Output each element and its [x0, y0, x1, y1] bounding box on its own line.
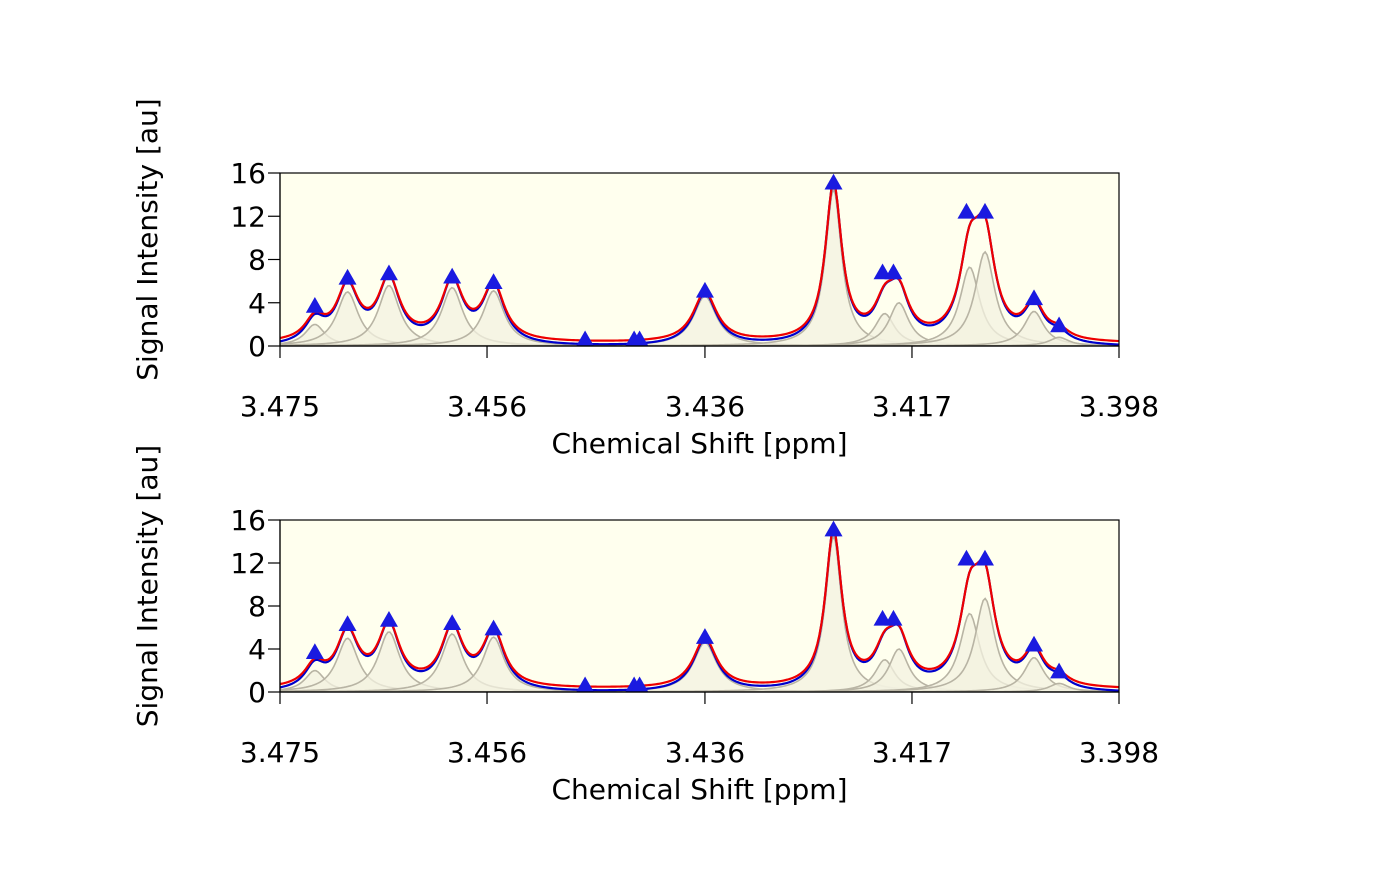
y-tick-label: 16 — [230, 504, 266, 537]
peak-marker-1 — [305, 296, 324, 313]
x-tick-label: 3.417 — [872, 736, 952, 769]
peak-marker-1 — [305, 643, 324, 659]
peak-marker-4 — [443, 614, 462, 630]
x-axis-label: Chemical Shift [ppm] — [551, 773, 847, 806]
x-tick-label: 3.417 — [872, 390, 952, 423]
peak-marker-3 — [379, 264, 398, 281]
x-tick-label: 3.456 — [447, 390, 527, 423]
y-tick-label: 16 — [230, 157, 266, 190]
x-tick-label: 3.475 — [240, 736, 320, 769]
peak-markers — [305, 173, 1069, 347]
peak-marker-2 — [338, 268, 357, 285]
x-tick-label: 3.398 — [1079, 736, 1159, 769]
x-axis: 3.475 3.456 3.436 3.417 3.398 — [240, 345, 1159, 423]
peak-marker-13 — [957, 202, 976, 219]
peak-marker-2 — [338, 615, 357, 632]
peak-marker-6 — [576, 676, 595, 693]
peak-marker-8 — [630, 330, 649, 347]
peak-marker-16 — [1050, 662, 1069, 679]
y-axis: 0 4 8 12 16 — [230, 504, 281, 709]
peak-markers — [305, 520, 1069, 693]
x-tick-label: 3.475 — [240, 390, 320, 423]
chart-panel-bottom: 3.475 3.456 3.436 3.417 3.398 0 4 8 12 16 Chemic… — [131, 445, 1159, 806]
peak-marker-16 — [1050, 316, 1069, 333]
peak-marker-9 — [695, 281, 714, 298]
y-axis-label: Signal Intensity [au] — [131, 445, 164, 727]
y-tick-label: 0 — [248, 676, 266, 709]
peak-marker-4 — [443, 267, 462, 284]
x-tick-label: 3.456 — [447, 736, 527, 769]
peak-marker-10 — [824, 520, 843, 537]
peak-marker-9 — [695, 628, 714, 644]
peak-marker-14 — [975, 549, 994, 566]
peak-marker-3 — [379, 610, 398, 627]
x-axis-label: Chemical Shift [ppm] — [551, 427, 847, 460]
peak-marker-5 — [484, 273, 503, 289]
peak-marker-14 — [975, 202, 994, 219]
peak-marker-8 — [630, 676, 649, 693]
y-tick-label: 12 — [230, 200, 266, 233]
y-tick-label: 12 — [230, 547, 266, 580]
peak-marker-12 — [884, 609, 903, 626]
peak-marker-15 — [1025, 635, 1044, 652]
peak-marker-6 — [576, 330, 595, 347]
x-axis: 3.475 3.456 3.436 3.417 3.398 — [240, 691, 1159, 769]
peak-marker-5 — [484, 619, 503, 636]
y-tick-label: 8 — [248, 590, 266, 623]
x-tick-label: 3.398 — [1079, 390, 1159, 423]
x-tick-label: 3.436 — [665, 736, 745, 769]
y-axis: 0 4 8 12 16 — [230, 157, 281, 363]
peak-marker-12 — [884, 263, 903, 280]
y-tick-label: 8 — [248, 244, 266, 277]
peak-marker-15 — [1025, 289, 1044, 306]
component-peaks — [280, 533, 1119, 692]
x-tick-label: 3.436 — [665, 390, 745, 423]
chart-panel-top: 3.475 3.456 3.436 3.417 3.398 0 4 8 12 16 Chemic… — [131, 98, 1159, 460]
y-axis-label: Signal Intensity [au] — [131, 98, 164, 380]
y-tick-label: 4 — [248, 633, 266, 666]
peak-marker-13 — [957, 549, 976, 566]
y-tick-label: 4 — [248, 287, 266, 320]
y-tick-label: 0 — [248, 330, 266, 363]
peak-marker-10 — [824, 173, 843, 190]
